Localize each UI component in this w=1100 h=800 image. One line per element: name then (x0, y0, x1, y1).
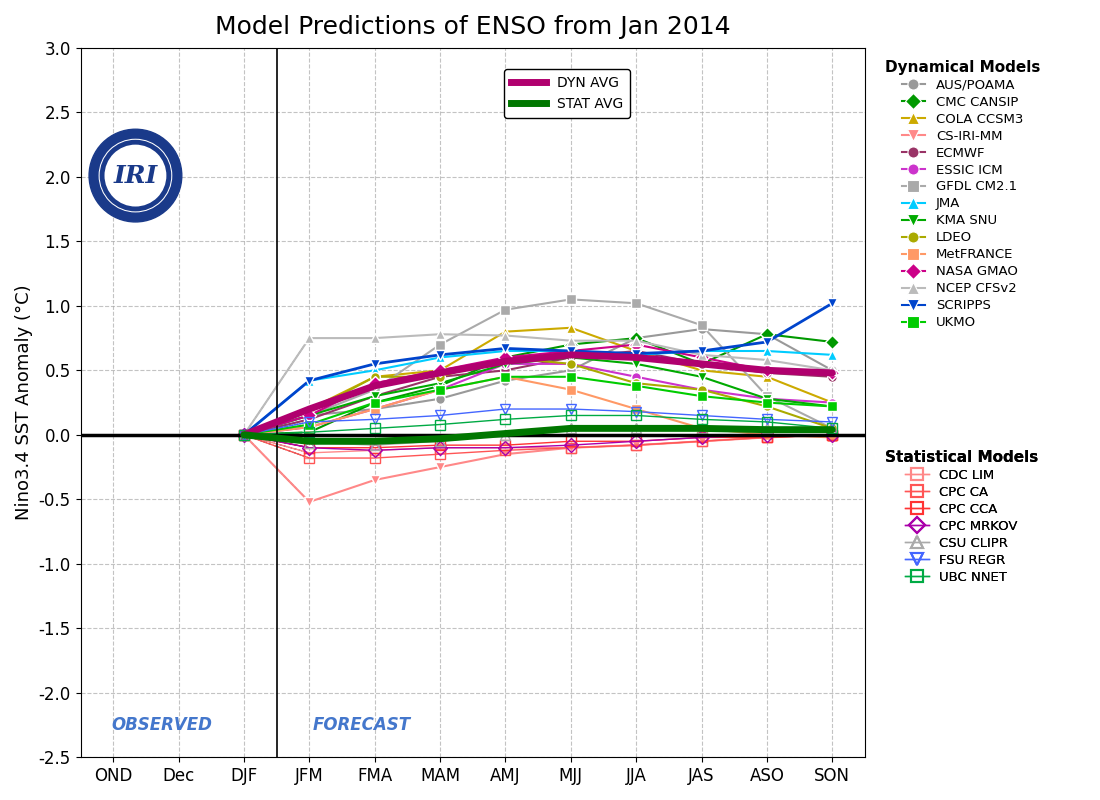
Legend: CDC LIM, CPC CA, CPC CCA, CPC MRKOV, CSU CLIPR, FSU REGR, UBC NNET: CDC LIM, CPC CA, CPC CCA, CPC MRKOV, CSU… (879, 445, 1043, 589)
Y-axis label: Nino3.4 SST Anomaly (°C): Nino3.4 SST Anomaly (°C) (15, 285, 33, 520)
Text: OBSERVED: OBSERVED (112, 716, 212, 734)
Text: FORECAST: FORECAST (312, 716, 410, 734)
Title: Model Predictions of ENSO from Jan 2014: Model Predictions of ENSO from Jan 2014 (214, 15, 730, 39)
